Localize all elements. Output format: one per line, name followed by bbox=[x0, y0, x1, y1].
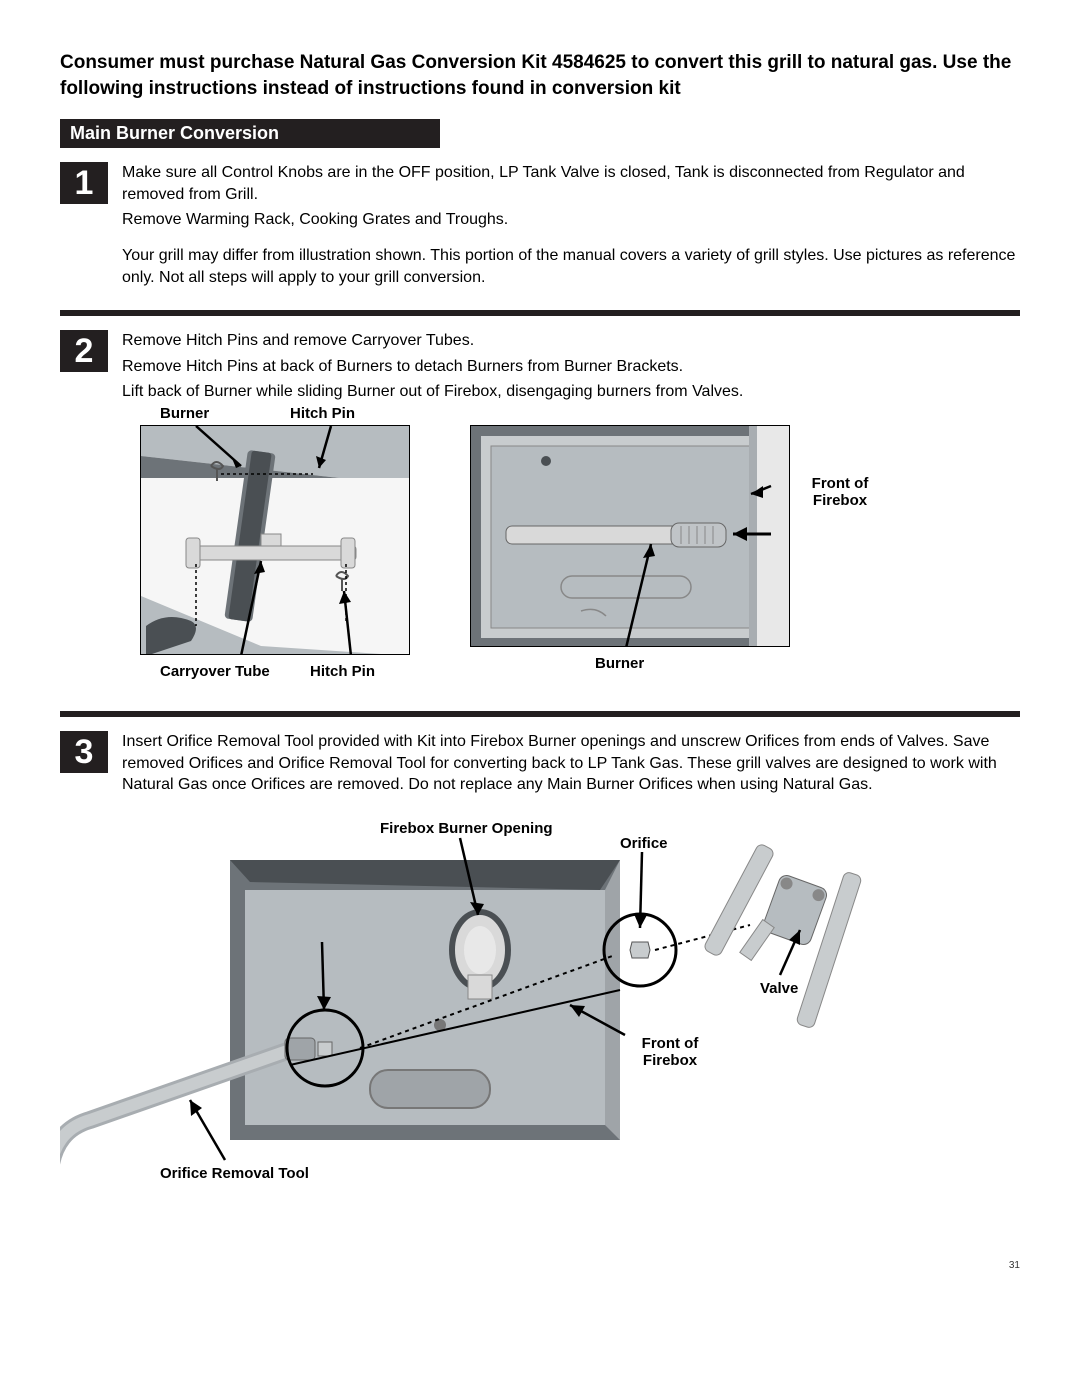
page-number: 31 bbox=[60, 1260, 1020, 1271]
step2-diagrams: Burner Hitch Pin bbox=[120, 425, 1020, 655]
step2-p3: Lift back of Burner while sliding Burner… bbox=[122, 381, 1020, 403]
illustration-orifice bbox=[60, 820, 980, 1220]
step-body: Remove Hitch Pins and remove Carryover T… bbox=[122, 330, 1020, 407]
label-burner: Burner bbox=[160, 405, 209, 422]
step3-p1: Insert Orifice Removal Tool provided wit… bbox=[122, 731, 1020, 796]
section-header: Main Burner Conversion bbox=[60, 119, 440, 148]
illustration-burner-top bbox=[140, 425, 410, 655]
step-1: 1 Make sure all Control Knobs are in the… bbox=[60, 162, 1020, 292]
step-body: Insert Orifice Removal Tool provided wit… bbox=[122, 731, 1020, 800]
step-body: Make sure all Control Knobs are in the O… bbox=[122, 162, 1020, 292]
label-hitch-pin-2: Hitch Pin bbox=[310, 663, 375, 680]
label-carryover-tube: Carryover Tube bbox=[160, 663, 270, 680]
step-number: 1 bbox=[60, 162, 108, 204]
illustration-firebox-front bbox=[470, 425, 790, 647]
step-2: 2 Remove Hitch Pins and remove Carryover… bbox=[60, 330, 1020, 407]
label-front-firebox: Front of Firebox bbox=[800, 475, 880, 510]
label-hitch-pin: Hitch Pin bbox=[290, 405, 355, 422]
step2-p2: Remove Hitch Pins at back of Burners to … bbox=[122, 356, 1020, 378]
divider bbox=[60, 711, 1020, 717]
step1-p3: Your grill may differ from illustration … bbox=[122, 245, 1020, 288]
label-burner-2: Burner bbox=[595, 655, 644, 672]
divider bbox=[60, 310, 1020, 316]
intro-text: Consumer must purchase Natural Gas Conve… bbox=[60, 50, 1020, 101]
step-number: 3 bbox=[60, 731, 108, 773]
step-3: 3 Insert Orifice Removal Tool provided w… bbox=[60, 731, 1020, 800]
step1-p2: Remove Warming Rack, Cooking Grates and … bbox=[122, 209, 1020, 231]
diagram-left: Burner Hitch Pin bbox=[120, 425, 430, 655]
step3-diagram: Firebox Burner Opening Orifice Orifice V… bbox=[60, 820, 1020, 1220]
step-number: 2 bbox=[60, 330, 108, 372]
step2-p1: Remove Hitch Pins and remove Carryover T… bbox=[122, 330, 1020, 352]
diagram-right: Front of Firebox Burner bbox=[470, 425, 900, 655]
step1-p1: Make sure all Control Knobs are in the O… bbox=[122, 162, 1020, 205]
